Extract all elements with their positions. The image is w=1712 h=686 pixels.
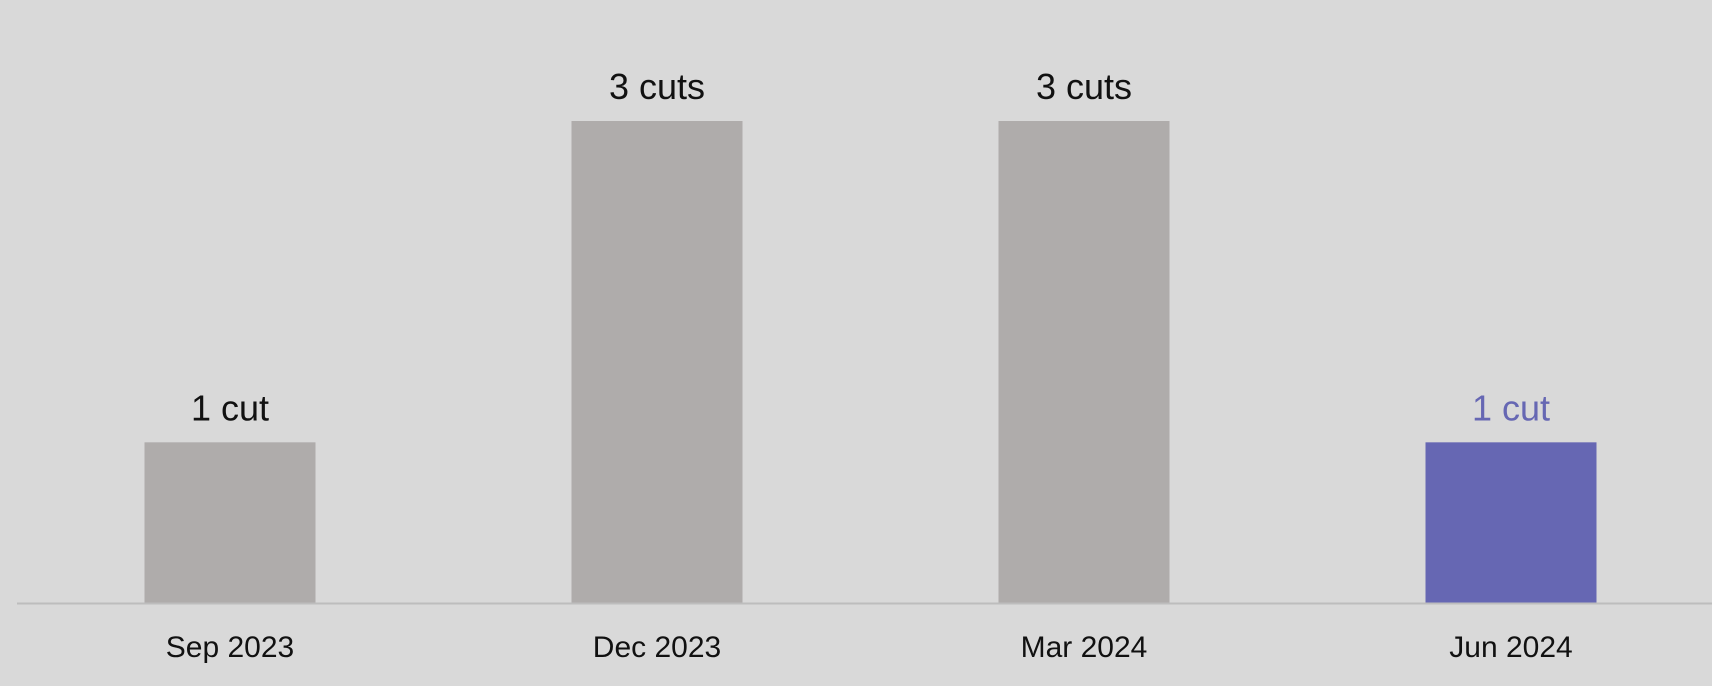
bars-group [144, 121, 1597, 603]
data-labels-group: 1 cut 3 cuts 3 cuts 1 cut [191, 66, 1550, 428]
bar-mar-2024 [998, 121, 1170, 603]
x-tick-label: Sep 2023 [166, 631, 294, 664]
data-label: 1 cut [1472, 387, 1550, 428]
x-tick-label: Mar 2024 [1021, 631, 1148, 664]
x-tick-label: Dec 2023 [593, 631, 721, 664]
data-label: 1 cut [191, 387, 269, 428]
x-tick-label: Jun 2024 [1449, 631, 1572, 664]
x-tick-labels-group: Sep 2023 Dec 2023 Mar 2024 Jun 2024 [166, 631, 1573, 664]
bar-dec-2023 [571, 121, 743, 603]
bar-jun-2024 [1425, 442, 1597, 603]
data-label: 3 cuts [1036, 66, 1132, 107]
data-label: 3 cuts [609, 66, 705, 107]
bar-sep-2023 [144, 442, 316, 603]
